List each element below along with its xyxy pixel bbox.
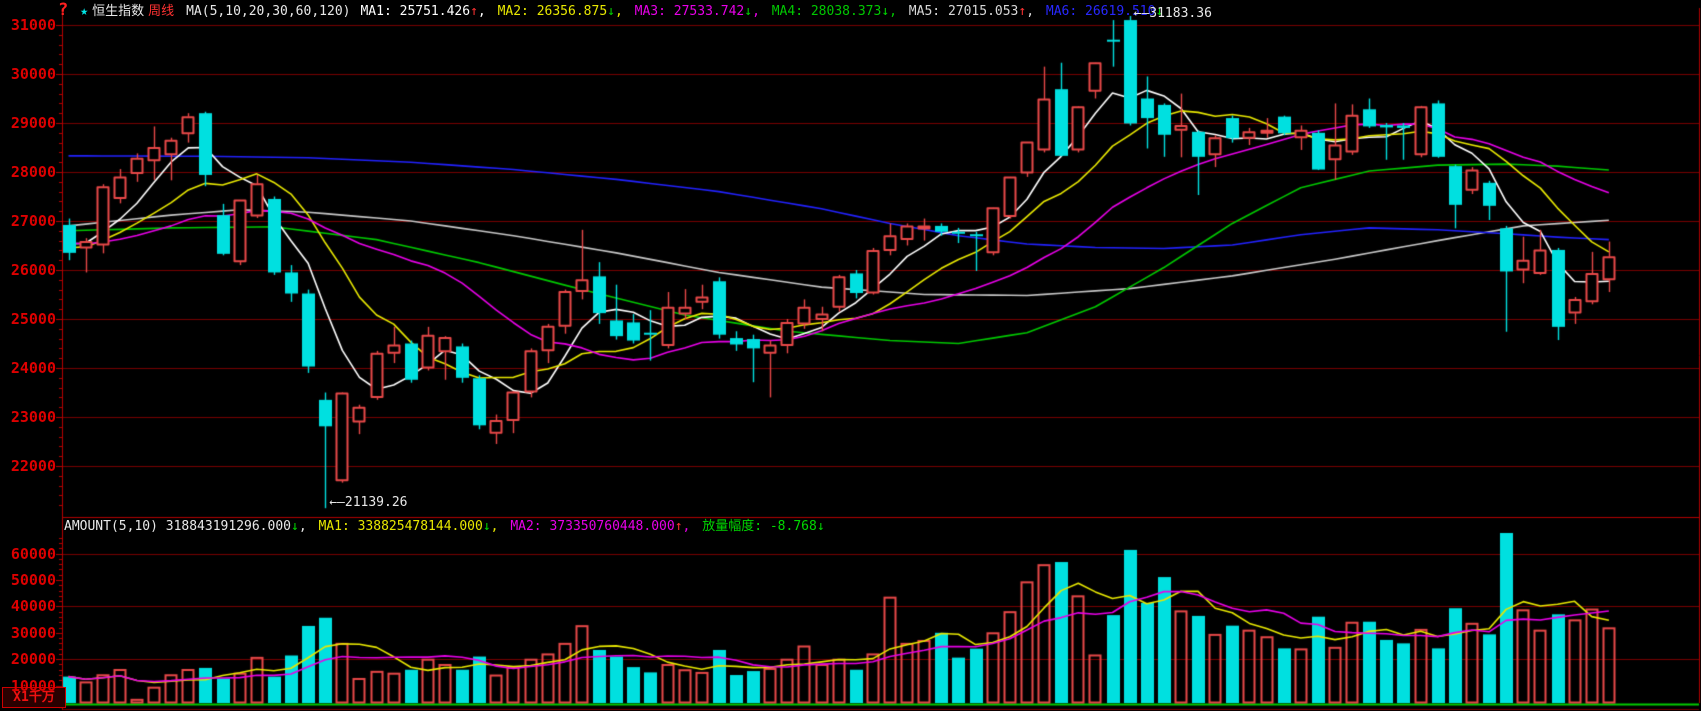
volume-axis-label: 10000 — [10, 676, 56, 695]
high-price-annotation: ←—31183.36 — [1133, 6, 1212, 21]
ma5-readout: MA5: 27015.053↑, — [908, 4, 1042, 19]
ma1-arrow-icon: ↑ — [470, 4, 478, 19]
symbol-name[interactable]: 恒生指数 — [92, 4, 145, 19]
favorite-star-icon: ★ — [80, 4, 89, 19]
amount-ma2-arrow-icon: ↑ — [674, 519, 683, 534]
period-label[interactable]: 周线 — [148, 4, 175, 19]
volume-axis-label: 50000 — [10, 571, 56, 589]
amount-ma1-arrow-icon: ↓ — [482, 519, 491, 534]
price-axis-label: 26000 — [10, 261, 56, 279]
main-chart-header: ? ★ 恒生指数 周线 MA(5,10,20,30,60,120) MA1: 2… — [58, 2, 1163, 20]
amount-ma1-readout: MA1: 338825478144.000↓, — [318, 519, 507, 534]
ma3-arrow-icon: ↓ — [744, 4, 753, 19]
ma5-arrow-icon: ↑ — [1018, 4, 1027, 19]
ma4-readout: MA4: 28038.373↓, — [771, 4, 905, 19]
price-axis-label: 31000 — [10, 16, 56, 34]
volume-panel-header: AMOUNT(5,10) 318843191296.000↓, MA1: 338… — [64, 519, 825, 535]
price-axis-label: 25000 — [10, 310, 56, 328]
ma2-arrow-icon: ↓ — [607, 4, 615, 19]
price-axis-label: 22000 — [10, 457, 56, 475]
price-axis-label: 23000 — [10, 408, 56, 426]
volume-axis-label: 60000 — [10, 544, 56, 563]
ma4-arrow-icon: ↓ — [881, 4, 890, 19]
ma6-arrow-icon: ↓ — [1155, 4, 1164, 19]
volume-unit-label[interactable]: X1千万 — [2, 687, 66, 708]
ma-settings-label: MA(5,10,20,30,60,120) — [186, 4, 351, 19]
volume-ratio-readout: 放量幅度: -8.768↓ — [702, 519, 825, 534]
volume-axis-label: 30000 — [10, 623, 56, 642]
amount-arrow-icon: ↓ — [290, 519, 299, 534]
price-axis-label: 30000 — [10, 65, 56, 83]
price-axis-label: 24000 — [10, 359, 56, 377]
volume-axis-label: 20000 — [10, 650, 56, 669]
price-axis-label: 29000 — [10, 114, 56, 132]
ma6-readout: MA6: 26619.510↓ — [1045, 4, 1164, 19]
amount-readout: AMOUNT(5,10) 318843191296.000↓, — [64, 519, 315, 534]
price-axis-label: 28000 — [10, 163, 56, 181]
volume-axis-label: 40000 — [10, 597, 56, 616]
amount-ma2-readout: MA2: 373350760448.000↑, — [510, 519, 699, 534]
low-price-annotation: ←—21139.26 — [329, 495, 408, 511]
help-icon[interactable]: ? — [58, 0, 69, 20]
price-axis-label: 27000 — [10, 212, 56, 230]
ma2-readout: MA2: 26356.875↓, — [497, 4, 631, 19]
volume-ratio-arrow-icon: ↓ — [816, 519, 825, 534]
ma1-readout: MA1: 25751.426↑, — [360, 4, 494, 19]
ma3-readout: MA3: 27533.742↓, — [634, 4, 768, 19]
